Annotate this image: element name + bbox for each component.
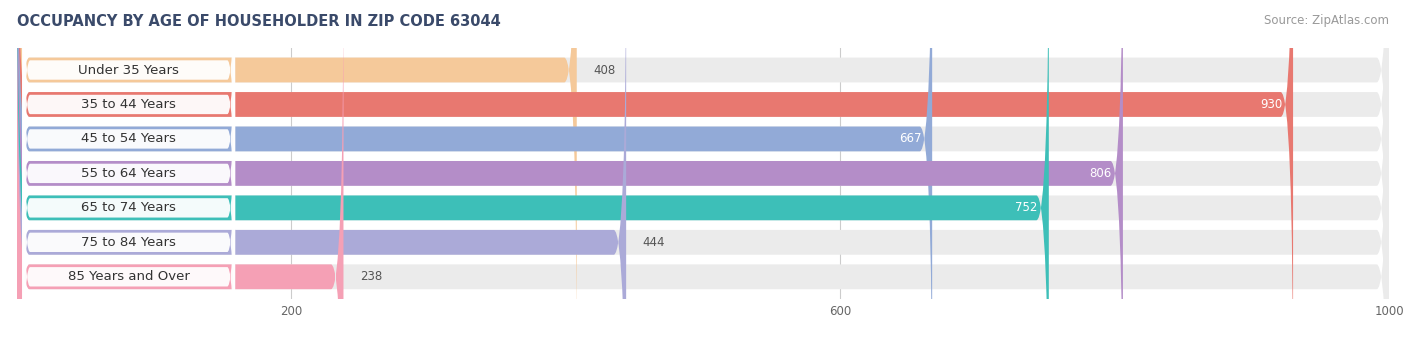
FancyBboxPatch shape	[22, 0, 235, 323]
Text: 752: 752	[1015, 201, 1038, 214]
FancyBboxPatch shape	[22, 58, 235, 340]
Text: 55 to 64 Years: 55 to 64 Years	[82, 167, 176, 180]
Text: 444: 444	[643, 236, 665, 249]
FancyBboxPatch shape	[17, 0, 1389, 340]
FancyBboxPatch shape	[17, 0, 1389, 340]
FancyBboxPatch shape	[17, 0, 1389, 340]
Text: 408: 408	[593, 64, 616, 76]
FancyBboxPatch shape	[17, 0, 1389, 340]
Text: 85 Years and Over: 85 Years and Over	[67, 270, 190, 283]
Text: 65 to 74 Years: 65 to 74 Years	[82, 201, 176, 214]
Text: 667: 667	[898, 133, 921, 146]
Text: 930: 930	[1260, 98, 1282, 111]
FancyBboxPatch shape	[22, 0, 235, 288]
Text: 75 to 84 Years: 75 to 84 Years	[82, 236, 176, 249]
FancyBboxPatch shape	[17, 0, 1294, 340]
FancyBboxPatch shape	[17, 0, 576, 340]
FancyBboxPatch shape	[17, 0, 626, 340]
Text: 806: 806	[1090, 167, 1112, 180]
FancyBboxPatch shape	[17, 0, 1389, 340]
FancyBboxPatch shape	[17, 0, 1389, 340]
FancyBboxPatch shape	[22, 24, 235, 340]
Text: Under 35 Years: Under 35 Years	[79, 64, 179, 76]
FancyBboxPatch shape	[17, 0, 1049, 340]
Text: Source: ZipAtlas.com: Source: ZipAtlas.com	[1264, 14, 1389, 27]
FancyBboxPatch shape	[17, 0, 343, 340]
Text: 45 to 54 Years: 45 to 54 Years	[82, 133, 176, 146]
FancyBboxPatch shape	[22, 0, 235, 254]
FancyBboxPatch shape	[22, 93, 235, 340]
Text: 238: 238	[360, 270, 382, 283]
FancyBboxPatch shape	[17, 0, 932, 340]
Text: 35 to 44 Years: 35 to 44 Years	[82, 98, 176, 111]
FancyBboxPatch shape	[17, 0, 1389, 340]
FancyBboxPatch shape	[17, 0, 1123, 340]
Text: OCCUPANCY BY AGE OF HOUSEHOLDER IN ZIP CODE 63044: OCCUPANCY BY AGE OF HOUSEHOLDER IN ZIP C…	[17, 14, 501, 29]
FancyBboxPatch shape	[22, 0, 235, 340]
